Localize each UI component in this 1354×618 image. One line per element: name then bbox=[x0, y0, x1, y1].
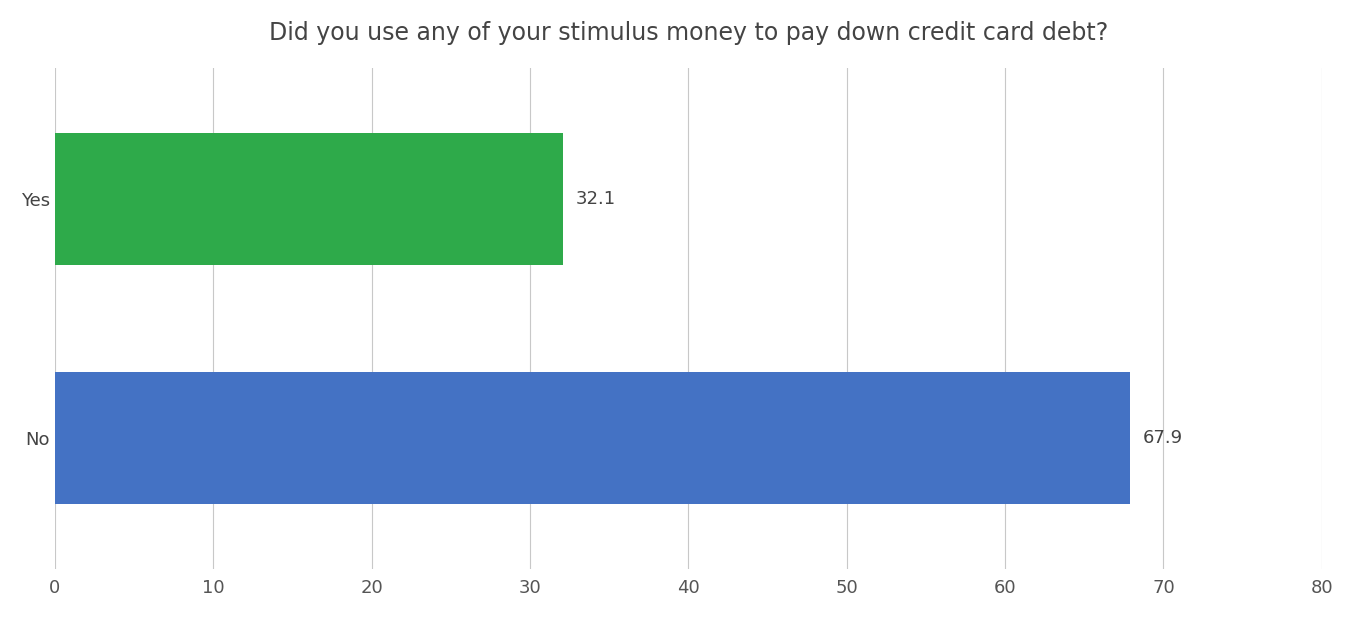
Title: Did you use any of your stimulus money to pay down credit card debt?: Did you use any of your stimulus money t… bbox=[268, 21, 1108, 45]
Bar bbox=[54, 372, 1131, 504]
Text: 32.1: 32.1 bbox=[575, 190, 616, 208]
Text: 67.9: 67.9 bbox=[1143, 429, 1183, 447]
Bar bbox=[54, 133, 563, 265]
